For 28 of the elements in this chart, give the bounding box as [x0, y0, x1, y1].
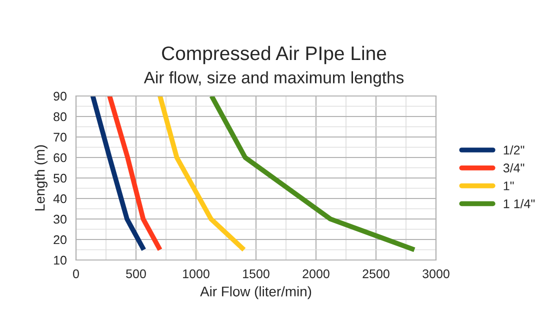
line-series: [90, 96, 146, 252]
line-series: [209, 96, 417, 252]
y-tick-label: 30: [54, 214, 66, 224]
chart-subtitle: Air flow, size and maximum lengths: [144, 71, 404, 87]
x-tick-label: 1500: [243, 269, 270, 278]
x-tick-label: 2000: [302, 269, 330, 278]
x-axis-title: Air Flow (liter/min): [200, 286, 312, 300]
line-series: [107, 96, 162, 252]
x-tick-label: 1000: [183, 269, 210, 278]
line-series: [158, 96, 246, 252]
y-tick-label: 40: [53, 194, 66, 204]
y-tick-label: 60: [54, 153, 66, 162]
y-tick-label: 50: [54, 174, 66, 183]
x-tick-label: 2500: [362, 269, 390, 278]
y-tick-label: 10: [54, 256, 66, 265]
y-tick-label: 20: [54, 235, 66, 244]
legend-label: 1": [504, 182, 514, 190]
x-tick-label: 0: [73, 269, 79, 278]
y-axis-title: Length (m): [34, 145, 48, 210]
y-tick-label: 90: [54, 92, 66, 101]
legend-label: 3/4": [503, 163, 524, 172]
x-tick-label: 500: [126, 269, 146, 278]
legend-label: 1 1/4": [504, 199, 535, 208]
x-tick-label: 3000: [422, 269, 450, 278]
chart-title: Compressed Air PIpe Line: [162, 46, 386, 64]
y-tick-label: 70: [54, 132, 66, 142]
y-tick-label: 80: [54, 112, 66, 122]
legend-label: 1/2": [504, 145, 524, 154]
